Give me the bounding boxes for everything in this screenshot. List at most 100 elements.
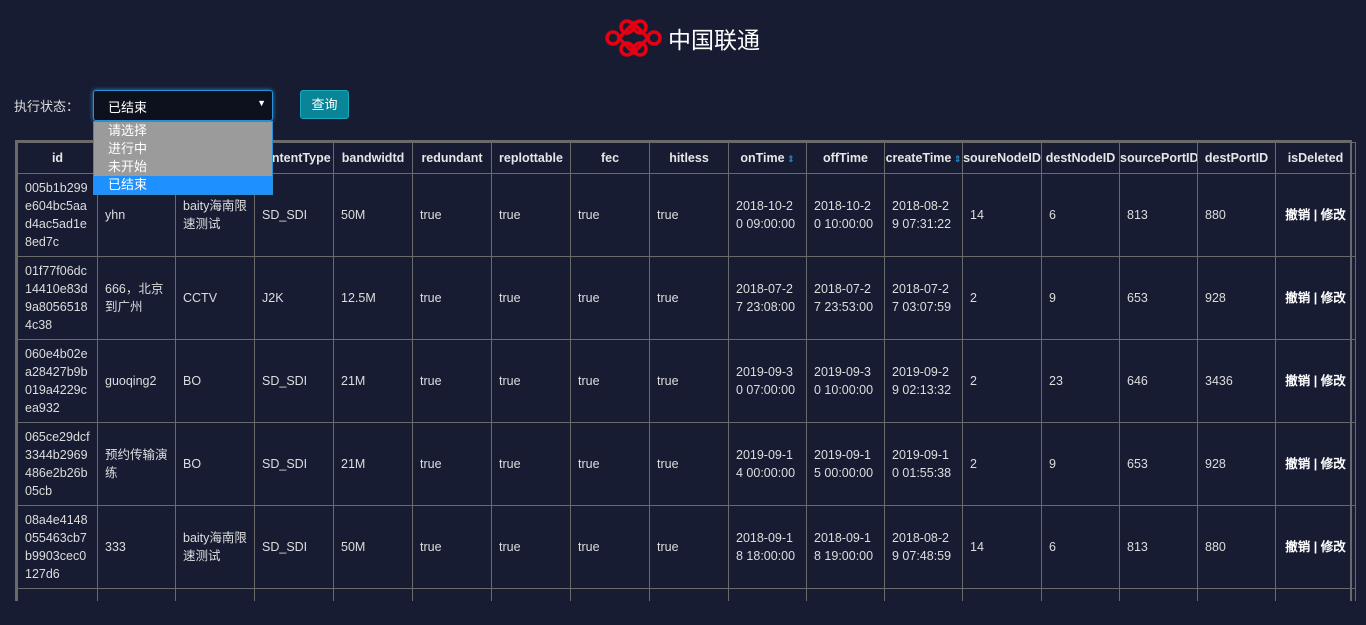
cell-destPortID: 880: [1197, 505, 1276, 589]
cell-col1: 333: [97, 505, 176, 589]
cell-soureNodeID: 2: [962, 339, 1042, 423]
column-header-onTime[interactable]: onTime ⇕: [728, 142, 807, 174]
revoke-link[interactable]: 撤销: [1285, 540, 1311, 554]
cell-empty: [806, 588, 885, 601]
cell-redundant: true: [412, 339, 492, 423]
column-header-label: replottable: [499, 151, 563, 165]
separator: |: [1313, 208, 1318, 222]
revoke-link[interactable]: 撤销: [1285, 457, 1311, 471]
cell-empty: [1119, 588, 1198, 601]
cell-sourcePortID: 653: [1119, 256, 1198, 340]
chevron-down-icon: ▼: [257, 98, 266, 108]
cell-id: 005b1b299e604bc5aad4ac5ad1e8ed7c: [17, 173, 98, 257]
cell-onTime: 2018-09-18 18:00:00: [728, 505, 807, 589]
row-actions: 撤销 | 修改: [1275, 505, 1356, 589]
cell-empty: [1197, 588, 1276, 601]
cell-empty: [491, 588, 571, 601]
cell-replottable: true: [491, 422, 571, 506]
cell-createTime: 2019-09-10 01:55:38: [884, 422, 963, 506]
column-header-label: destPortID: [1204, 151, 1269, 165]
column-header-label: id: [51, 151, 64, 165]
cell-soureNodeID: 14: [962, 173, 1042, 257]
cell-hitless: true: [649, 505, 729, 589]
row-actions: 撤销 | 修改: [1275, 339, 1356, 423]
cell-hitless: true: [649, 173, 729, 257]
revoke-link[interactable]: 撤销: [1285, 208, 1311, 222]
cell-onTime: 2018-10-20 09:00:00: [728, 173, 807, 257]
cell-empty: [333, 588, 413, 601]
edit-link[interactable]: 修改: [1320, 291, 1346, 305]
cell-destPortID: 880: [1197, 173, 1276, 257]
status-select-value: 已结束: [108, 100, 148, 115]
column-header-offTime: offTime: [806, 142, 885, 174]
cell-destNodeID: 23: [1041, 339, 1120, 423]
column-header-destPortID: destPortID: [1197, 142, 1276, 174]
query-button[interactable]: 查询: [300, 90, 349, 119]
cell-redundant: true: [412, 422, 492, 506]
status-select[interactable]: 已结束 ▼: [93, 90, 273, 121]
cell-redundant: true: [412, 256, 492, 340]
option-finished[interactable]: 已结束: [94, 176, 272, 194]
edit-link[interactable]: 修改: [1320, 374, 1346, 388]
cell-replottable: true: [491, 256, 571, 340]
cell-col1: guoqing2: [97, 339, 176, 423]
cell-contentType: SD_SDI: [254, 422, 334, 506]
option-in-progress[interactable]: 进行中: [108, 141, 148, 156]
edit-link[interactable]: 修改: [1320, 208, 1346, 222]
table-row: 01f77f06dc14410e83d9a80565184c38 666，北京到广…: [17, 256, 1356, 340]
cell-hitless: true: [649, 422, 729, 506]
cell-destNodeID: 9: [1041, 256, 1120, 340]
column-header-redundant: redundant: [412, 142, 492, 174]
column-header-label: onTime: [740, 151, 785, 165]
cell-col2: BO: [175, 339, 255, 423]
column-header-label: contentType: [257, 151, 331, 165]
cell-fec: true: [570, 256, 650, 340]
separator: |: [1313, 291, 1318, 305]
cell-empty: [962, 588, 1042, 601]
cell-offTime: 2018-07-27 23:53:00: [806, 256, 885, 340]
cell-destNodeID: 6: [1041, 173, 1120, 257]
cell-fec: true: [570, 173, 650, 257]
cell-id: 060e4b02ea28427b9b019a4229cea932: [17, 339, 98, 423]
table-row: 065ce29dcf3344b2969486e2b26b05cb 预约传输演练 BO…: [17, 422, 1356, 506]
cell-col1: 666，北京到广州: [97, 256, 176, 340]
cell-createTime: 2019-09-29 02:13:32: [884, 339, 963, 423]
cell-hitless: true: [649, 339, 729, 423]
cell-bandwidtd: 21M: [333, 339, 413, 423]
table-row: 060e4b02ea28427b9b019a4229cea932 guoqing2…: [17, 339, 1356, 423]
option-not-started[interactable]: 未开始: [108, 159, 148, 174]
cell-empty: [884, 588, 963, 601]
cell-sourcePortID: 653: [1119, 422, 1198, 506]
edit-link[interactable]: 修改: [1320, 457, 1346, 471]
cell-empty: [254, 588, 334, 601]
column-header-fec: fec: [570, 142, 650, 174]
cell-contentType: J2K: [254, 256, 334, 340]
table-row: [17, 588, 1356, 601]
column-header-label: hitless: [669, 151, 709, 165]
row-actions: 撤销 | 修改: [1275, 422, 1356, 506]
cell-empty: [1275, 588, 1356, 601]
option-please-select[interactable]: 请选择: [108, 123, 148, 138]
cell-onTime: 2019-09-14 00:00:00: [728, 422, 807, 506]
status-options: 请选择 进行中 未开始 已结束: [93, 121, 273, 195]
revoke-link[interactable]: 撤销: [1285, 374, 1311, 388]
cell-contentType: SD_SDI: [254, 505, 334, 589]
cell-soureNodeID: 2: [962, 422, 1042, 506]
cell-empty: [17, 588, 98, 601]
cell-bandwidtd: 50M: [333, 173, 413, 257]
edit-link[interactable]: 修改: [1320, 540, 1346, 554]
cell-replottable: true: [491, 339, 571, 423]
column-header-bandwidtd: bandwidtd: [333, 142, 413, 174]
cell-empty: [570, 588, 650, 601]
cell-redundant: true: [412, 505, 492, 589]
cell-contentType: SD_SDI: [254, 173, 334, 257]
sort-icon[interactable]: ⇕: [951, 154, 962, 164]
logo: 中国联通: [605, 17, 760, 59]
column-header-hitless: hitless: [649, 142, 729, 174]
sort-icon[interactable]: ⇕: [784, 154, 795, 164]
cell-replottable: true: [491, 173, 571, 257]
cell-destNodeID: 9: [1041, 422, 1120, 506]
cell-offTime: 2018-09-18 19:00:00: [806, 505, 885, 589]
revoke-link[interactable]: 撤销: [1285, 291, 1311, 305]
column-header-createTime[interactable]: createTime ⇕: [884, 142, 963, 174]
